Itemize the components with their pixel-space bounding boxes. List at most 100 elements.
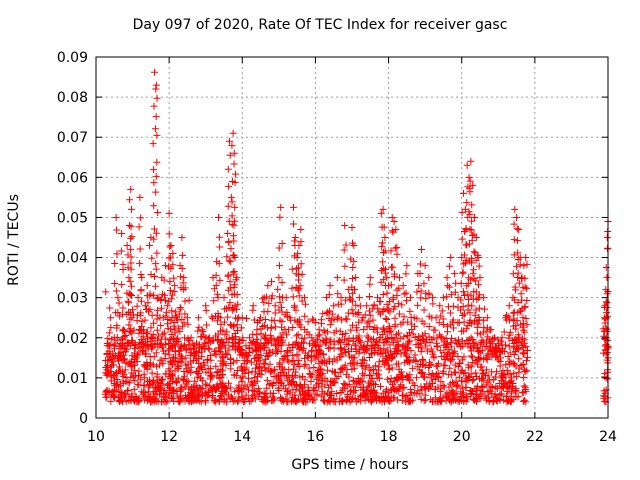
data-point	[460, 227, 468, 235]
data-point	[510, 236, 518, 244]
data-point	[506, 316, 514, 324]
data-point	[118, 389, 126, 397]
data-point	[272, 379, 280, 387]
data-point	[107, 377, 115, 385]
data-point	[433, 342, 441, 350]
data-point	[443, 322, 451, 330]
data-point	[349, 321, 357, 329]
data-point	[225, 338, 233, 346]
data-point	[384, 389, 392, 397]
data-point	[275, 262, 283, 270]
data-point	[262, 331, 270, 339]
data-point	[252, 346, 260, 354]
data-point	[433, 343, 441, 351]
data-point	[514, 225, 522, 233]
data-point	[293, 350, 301, 358]
data-point	[522, 398, 530, 406]
data-point	[288, 378, 296, 386]
data-point	[374, 305, 382, 313]
data-point	[224, 313, 232, 321]
data-point	[444, 346, 452, 354]
y-tick-label: 0.07	[57, 130, 88, 146]
data-point	[391, 314, 399, 322]
data-point	[514, 269, 522, 277]
data-point	[152, 282, 160, 290]
data-point	[120, 355, 128, 363]
data-point	[124, 386, 132, 394]
data-point	[380, 361, 388, 369]
data-point	[436, 346, 444, 354]
data-point	[124, 264, 132, 272]
data-point	[361, 311, 369, 319]
data-point	[462, 225, 470, 233]
data-point	[266, 368, 274, 376]
data-point	[307, 348, 315, 356]
data-point	[137, 376, 145, 384]
data-point	[466, 210, 474, 218]
data-point	[157, 295, 165, 303]
data-point	[301, 376, 309, 384]
data-point	[377, 393, 385, 401]
data-point	[144, 388, 152, 396]
data-point	[447, 339, 455, 347]
data-point	[172, 387, 180, 395]
data-point	[295, 356, 303, 364]
data-point	[382, 360, 390, 368]
data-point	[127, 259, 135, 267]
x-tick-label: 10	[87, 429, 105, 445]
data-point	[524, 347, 532, 355]
data-point	[472, 277, 480, 285]
data-point	[148, 369, 156, 377]
data-point	[474, 254, 482, 262]
data-point	[387, 247, 395, 255]
y-tick-label: 0.09	[57, 50, 88, 66]
data-point	[330, 302, 338, 310]
data-point	[151, 125, 159, 133]
data-point	[363, 319, 371, 327]
data-point	[150, 353, 158, 361]
data-point	[158, 398, 166, 406]
y-tick-label: 0.08	[57, 90, 88, 106]
data-point	[169, 250, 177, 258]
data-point	[189, 383, 197, 391]
y-axis-label: ROTI / TECUs	[6, 194, 22, 286]
data-point	[510, 220, 518, 228]
data-point	[294, 331, 302, 339]
data-point	[393, 286, 401, 294]
data-point	[130, 385, 138, 393]
data-point	[365, 379, 373, 387]
data-point	[176, 351, 184, 359]
data-point	[443, 274, 451, 282]
data-point	[368, 375, 376, 383]
data-point	[452, 382, 460, 390]
data-point	[212, 396, 220, 404]
data-point	[435, 319, 443, 327]
data-point	[166, 345, 174, 353]
data-point	[520, 328, 528, 336]
data-point	[389, 380, 397, 388]
data-point	[102, 288, 110, 296]
data-point	[153, 249, 161, 257]
data-point	[343, 366, 351, 374]
data-point	[472, 397, 480, 405]
data-point	[509, 309, 517, 317]
data-point	[266, 360, 274, 368]
data-point	[147, 333, 155, 341]
data-point	[217, 357, 225, 365]
data-point	[111, 340, 119, 348]
data-point	[130, 377, 138, 385]
data-point	[363, 332, 371, 340]
data-point	[391, 348, 399, 356]
data-point	[144, 335, 152, 343]
data-point	[297, 382, 305, 390]
data-point	[375, 358, 383, 366]
data-point	[409, 330, 417, 338]
data-point	[466, 177, 474, 185]
data-point	[464, 301, 472, 309]
data-point	[121, 366, 129, 374]
data-point	[326, 377, 334, 385]
data-point	[601, 392, 609, 400]
data-point	[434, 398, 442, 406]
data-point	[504, 352, 512, 360]
data-point	[181, 297, 189, 305]
